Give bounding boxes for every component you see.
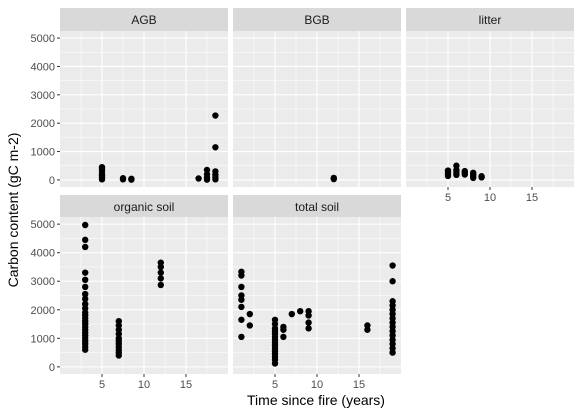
- y-tick-label: 1000: [31, 147, 55, 159]
- data-point: [238, 316, 245, 323]
- strip-label: litter: [479, 13, 502, 27]
- x-tick-label: 5: [272, 379, 278, 391]
- data-point: [478, 174, 485, 181]
- data-point: [444, 172, 452, 180]
- data-point: [288, 310, 295, 318]
- data-point: [157, 275, 164, 282]
- data-point: [305, 312, 312, 319]
- x-tick-label: 10: [311, 379, 323, 391]
- data-point: [305, 325, 312, 332]
- data-point: [305, 319, 312, 326]
- data-point: [330, 175, 337, 183]
- data-point: [238, 283, 245, 291]
- data-point: [364, 326, 371, 333]
- y-tick-label: 1000: [31, 333, 55, 345]
- y-tick-label: 5000: [31, 33, 55, 45]
- strip-background: [60, 8, 228, 31]
- data-point: [157, 281, 164, 289]
- data-point: [82, 295, 89, 303]
- data-point: [246, 322, 253, 329]
- data-point: [82, 346, 89, 353]
- panel-organic-soil: organic soil 0 1000 2000 3000 4000 5000 5 10 15: [31, 195, 228, 391]
- data-point: [128, 176, 135, 183]
- data-point: [82, 221, 89, 229]
- panel-litter: litter 5 10 15: [406, 8, 574, 204]
- strip-label: organic soil: [114, 200, 175, 214]
- y-tick-label: 2000: [31, 305, 55, 317]
- y-axis-title: Carbon content (gC m-2): [5, 133, 21, 288]
- strip-background: [233, 195, 401, 218]
- data-point: [389, 262, 396, 269]
- data-point: [280, 326, 287, 333]
- data-point: [115, 352, 123, 359]
- data-point: [470, 174, 477, 182]
- data-point: [389, 349, 396, 356]
- x-tick-label: 10: [484, 192, 496, 204]
- data-point: [238, 296, 245, 303]
- x-tick-label: 15: [180, 379, 192, 391]
- x-tick-label: 5: [445, 192, 451, 204]
- data-point: [212, 112, 219, 119]
- strip-background: [406, 8, 574, 31]
- y-tick-label: 4000: [31, 248, 55, 260]
- data-point: [157, 263, 164, 271]
- strip-background: [60, 195, 228, 218]
- panel-agb: AGB 0 1000 2000 3000 4000 5000: [31, 8, 228, 187]
- data-point: [280, 333, 287, 341]
- data-point: [297, 308, 304, 315]
- x-tick-label: 15: [353, 379, 365, 391]
- x-tick-label: 15: [526, 192, 538, 204]
- data-point: [82, 269, 89, 276]
- x-tick-label: 5: [99, 379, 105, 391]
- data-point: [212, 144, 219, 151]
- data-point: [461, 171, 468, 178]
- data-point: [98, 176, 106, 183]
- strip-background: [233, 8, 401, 31]
- panel-total-soil: total soil 5 10 15: [233, 195, 401, 391]
- strip-label: AGB: [131, 13, 156, 27]
- x-axis-title: Time since fire (years): [247, 392, 385, 408]
- data-point: [212, 176, 219, 183]
- data-point: [157, 269, 164, 276]
- strip-label: total soil: [295, 200, 339, 214]
- data-point: [203, 176, 211, 183]
- data-point: [195, 175, 202, 182]
- data-point: [238, 303, 245, 311]
- data-point: [238, 333, 245, 341]
- data-point: [82, 243, 89, 251]
- y-tick-label: 0: [49, 362, 55, 374]
- strip-label: BGB: [304, 13, 329, 27]
- data-point: [389, 278, 396, 285]
- y-tick-label: 5000: [31, 219, 55, 231]
- data-point: [453, 171, 460, 179]
- y-tick-label: 4000: [31, 61, 55, 73]
- y-tick-label: 3000: [31, 90, 55, 102]
- data-point: [82, 290, 89, 298]
- x-tick-label: 10: [138, 379, 150, 391]
- panel-bgb: BGB: [233, 8, 401, 187]
- data-point: [246, 310, 253, 318]
- y-tick-label: 2000: [31, 118, 55, 130]
- data-point: [82, 276, 89, 283]
- data-point: [82, 283, 89, 291]
- data-point: [82, 236, 89, 244]
- data-point: [271, 360, 279, 367]
- y-tick-label: 3000: [31, 276, 55, 288]
- data-point: [119, 176, 127, 183]
- y-tick-label: 0: [49, 175, 55, 187]
- data-point: [238, 272, 245, 279]
